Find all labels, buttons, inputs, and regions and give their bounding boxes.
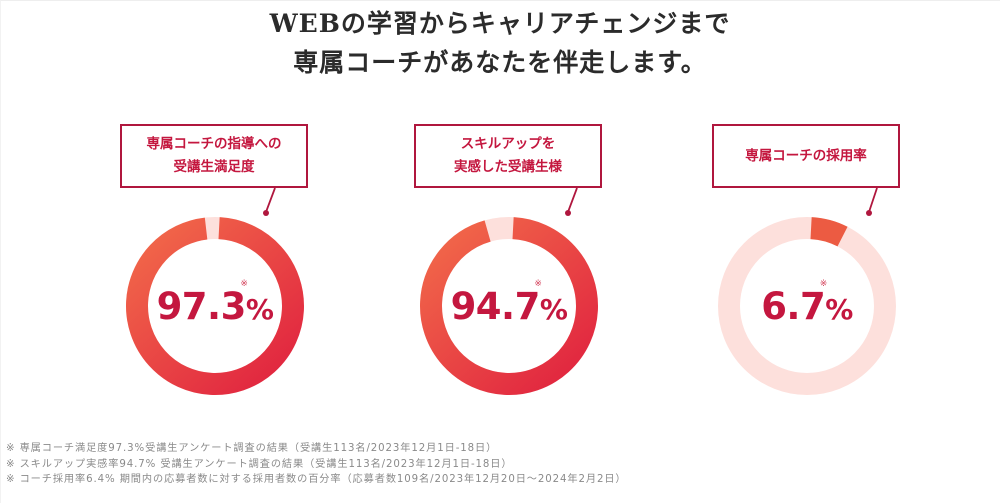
callout-line-1: 専属コーチの採用率 — [745, 147, 867, 164]
stat-callout: 専属コーチの採用率 — [712, 124, 900, 188]
callout-line-2: 実感した受講生様 — [454, 159, 562, 175]
stat-value: 94.7% ※ — [419, 216, 599, 396]
footnote: ※ 専属コーチ満足度97.3%受講生アンケート調査の結果（受講生113名/202… — [6, 443, 498, 454]
stat-callout: 専属コーチの指導への 受講生満足度 — [120, 124, 308, 188]
callout-line-1: スキルアップを — [460, 136, 556, 152]
stat-value: 97.3% ※ — [125, 216, 305, 396]
value-number: 97.3 — [156, 284, 247, 328]
callout-line-1: 専属コーチの指導への — [146, 136, 282, 152]
value-number: 94.7 — [450, 284, 541, 328]
callout-pointer-icon — [263, 187, 276, 216]
note-mark: ※ — [534, 278, 542, 289]
stat-hire-rate: 専属コーチの採用率 6.7% ※ — [712, 124, 912, 414]
headline-line-1: WEBの学習からキャリアチェンジまで — [269, 9, 731, 38]
note-mark: ※ — [819, 278, 828, 289]
callout-pointer-icon — [866, 187, 878, 216]
value-unit: % — [245, 292, 274, 326]
callout-pointer-icon — [565, 187, 578, 216]
donut-chart — [420, 217, 598, 395]
note-mark: ※ — [240, 278, 248, 289]
callout-line-2: 受講生満足度 — [173, 159, 255, 175]
page-headline: WEBの学習からキャリアチェンジまで 専属コーチがあなたを伴走します。 — [0, 4, 1000, 82]
donut-chart — [125, 217, 304, 395]
footnote: ※ スキルアップ実感率94.7% 受講生アンケート調査の結果（受講生113名/2… — [6, 458, 513, 470]
value-number: 6.7 — [761, 284, 826, 328]
value-unit: % — [825, 292, 853, 326]
footnotes: ※ 専属コーチ満足度97.3%受講生アンケート調査の結果（受講生113名/202… — [6, 441, 627, 488]
stat-callout: スキルアップを 実感した受講生様 — [414, 124, 602, 188]
donut-chart — [718, 217, 896, 395]
value-unit: % — [539, 292, 568, 326]
stat-skill-up: スキルアップを 実感した受講生様 94.7% ※ — [414, 124, 614, 414]
stat-satisfaction: 専属コーチの指導への 受講生満足度 97.3% ※ — [120, 124, 320, 414]
footnote: ※ コーチ採用率6.4% 期間内の応募者数に対する採用者数の百分率（応募者数10… — [6, 474, 627, 485]
headline-line-2: 専属コーチがあなたを伴走します。 — [293, 48, 707, 77]
stat-value: 6.7% ※ — [717, 216, 897, 396]
